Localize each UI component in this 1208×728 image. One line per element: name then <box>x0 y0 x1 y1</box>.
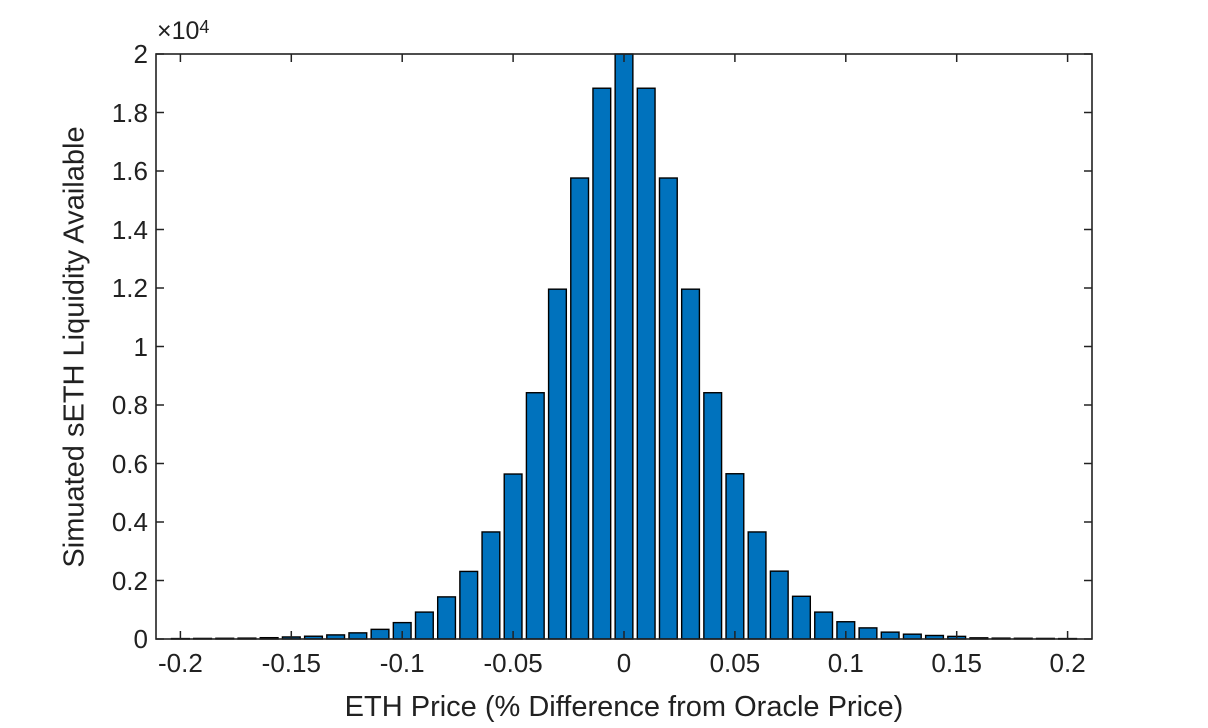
x-tick-label: -0.15 <box>261 648 321 678</box>
x-tick-label: 0 <box>616 648 632 678</box>
y-tick-label: 1.4 <box>111 214 148 245</box>
y-tick-label: 2 <box>133 39 148 69</box>
histogram-bar <box>680 288 701 640</box>
y-tick-label: 1.2 <box>111 273 148 303</box>
y-tick-label: 0 <box>133 624 148 654</box>
y-tick-label: 1 <box>133 331 148 362</box>
x-tick-label: 0.05 <box>709 648 761 678</box>
histogram-bar <box>636 87 656 640</box>
histogram-bar <box>570 177 590 640</box>
histogram-bar <box>348 632 368 640</box>
x-tick-label: 0.15 <box>931 648 982 678</box>
histogram-bar <box>658 177 678 640</box>
y-tick-label: 0.8 <box>111 390 148 420</box>
y-tick-label: 0.4 <box>111 507 148 537</box>
x-tick-label: 0.2 <box>1049 648 1086 678</box>
histogram-bar <box>703 392 723 640</box>
histogram-bar <box>547 288 568 640</box>
histogram-bar <box>769 570 789 640</box>
y-axis-exponent-power: 4 <box>199 17 210 37</box>
histogram-bar <box>414 611 434 640</box>
histogram-bar <box>791 595 812 640</box>
x-tick-label: -0.05 <box>483 648 543 678</box>
x-tick-label: -0.1 <box>379 648 425 678</box>
histogram-bar <box>459 570 479 640</box>
histogram-bar <box>436 596 457 640</box>
y-tick-label: 1.6 <box>111 156 148 186</box>
y-tick-label: 1.8 <box>111 97 148 128</box>
y-tick-label: 0.2 <box>111 565 148 596</box>
x-tick-label: -0.2 <box>157 648 203 678</box>
y-axis-exponent-label: ×104 <box>157 17 209 46</box>
histogram-bar <box>370 628 390 640</box>
histogram-bar <box>747 531 767 640</box>
x-axis-label: ETH Price (% Difference from Oracle Pric… <box>344 691 904 723</box>
x-tick-label: 0.1 <box>827 648 864 678</box>
histogram-bar <box>858 627 878 640</box>
histogram-bar <box>880 631 900 640</box>
histogram-bar <box>725 473 745 640</box>
histogram-bar <box>592 87 612 640</box>
histogram-bar <box>481 531 501 640</box>
histogram-bar <box>503 473 523 640</box>
histogram-bar <box>525 392 545 640</box>
y-tick-label: 0.6 <box>111 448 148 479</box>
y-axis-exponent-base: ×10 <box>157 17 200 45</box>
histogram-bar <box>614 53 634 640</box>
histogram-bar <box>814 611 834 640</box>
